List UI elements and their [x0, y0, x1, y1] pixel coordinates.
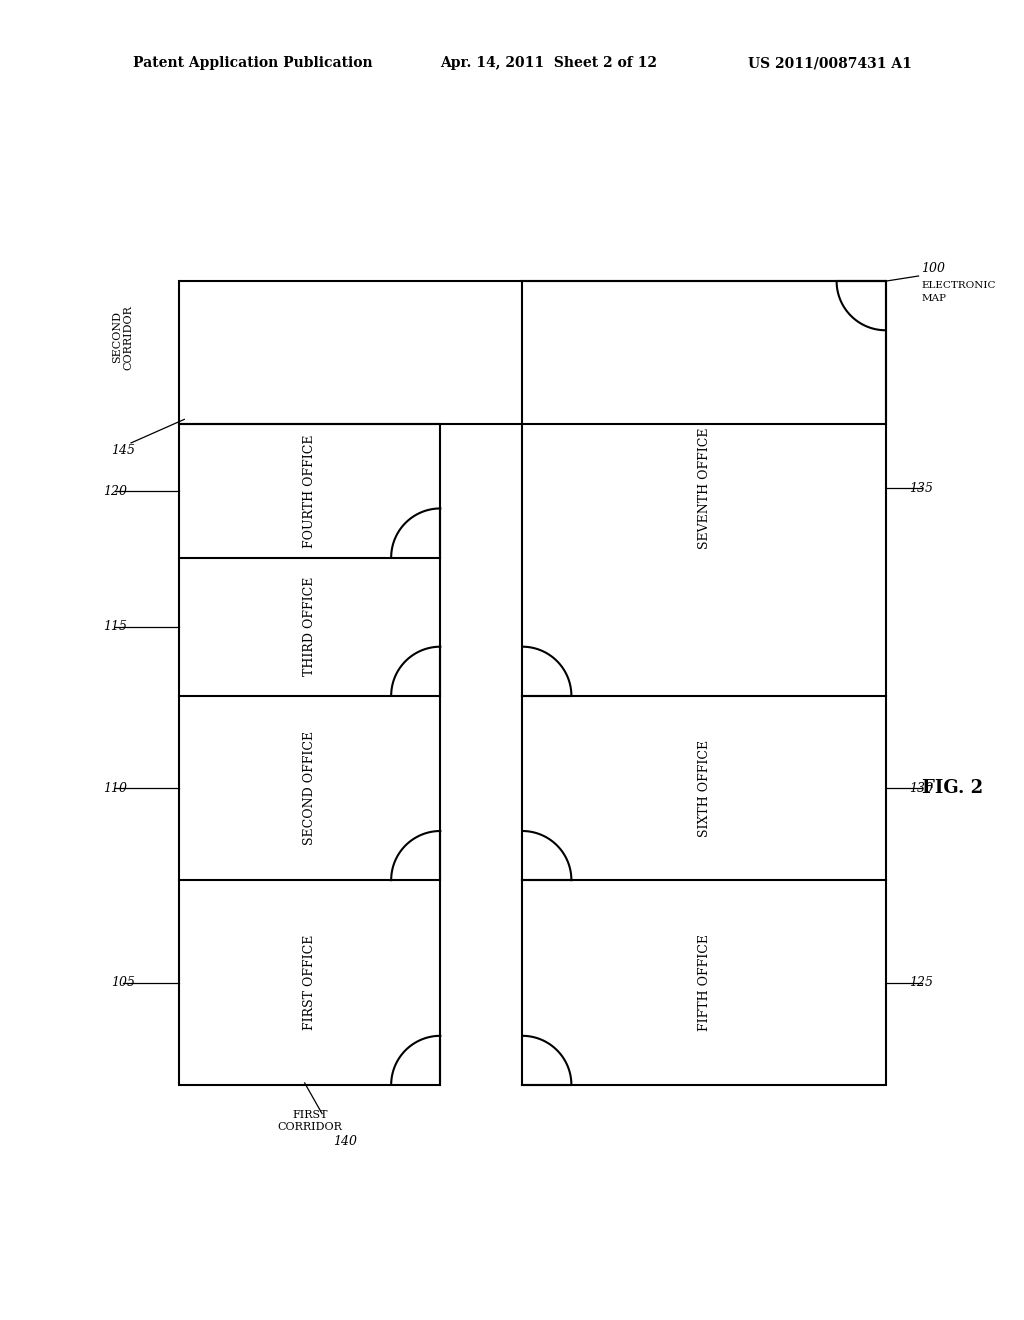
Text: SECOND OFFICE: SECOND OFFICE [303, 731, 316, 845]
Text: FIRST
CORRIDOR: FIRST CORRIDOR [278, 1110, 342, 1131]
Bar [179, 425, 440, 1085]
Text: 140: 140 [334, 1135, 357, 1148]
Bar [179, 281, 886, 425]
Text: MAP: MAP [922, 294, 946, 304]
Text: FIFTH OFFICE: FIFTH OFFICE [697, 935, 711, 1031]
Text: FIRST OFFICE: FIRST OFFICE [303, 935, 316, 1030]
Text: Patent Application Publication: Patent Application Publication [133, 57, 373, 70]
Text: 130: 130 [909, 781, 934, 795]
Text: 135: 135 [909, 482, 934, 495]
Text: US 2011/0087431 A1: US 2011/0087431 A1 [748, 57, 911, 70]
Text: SIXTH OFFICE: SIXTH OFFICE [697, 739, 711, 837]
Text: 120: 120 [102, 484, 127, 498]
Text: 110: 110 [102, 781, 127, 795]
Text: 145: 145 [111, 444, 135, 457]
Bar [522, 281, 886, 1085]
Text: 125: 125 [909, 975, 934, 989]
Text: THIRD OFFICE: THIRD OFFICE [303, 577, 316, 676]
Text: 100: 100 [922, 263, 945, 276]
Text: ELECTRONIC: ELECTRONIC [922, 281, 996, 289]
Text: FIG. 2: FIG. 2 [922, 779, 983, 797]
Text: Apr. 14, 2011  Sheet 2 of 12: Apr. 14, 2011 Sheet 2 of 12 [440, 57, 657, 70]
Text: SEVENTH OFFICE: SEVENTH OFFICE [697, 428, 711, 549]
Text: 105: 105 [111, 975, 135, 989]
Text: SECOND
CORRIDOR: SECOND CORRIDOR [112, 305, 134, 370]
Text: 115: 115 [102, 620, 127, 634]
Text: FOURTH OFFICE: FOURTH OFFICE [303, 434, 316, 548]
